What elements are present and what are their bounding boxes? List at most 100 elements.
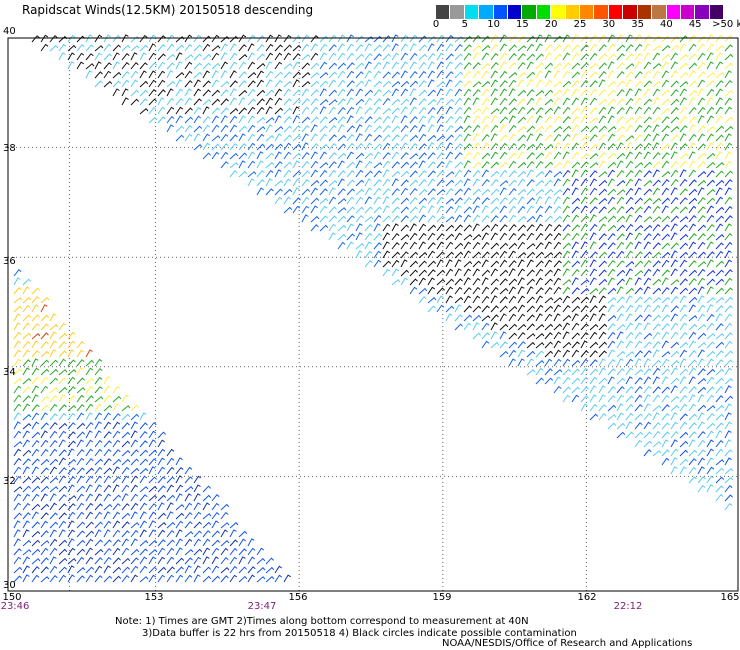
wind-barb: [670, 377, 680, 385]
wind-barb: [499, 331, 507, 340]
wind-barb: [589, 170, 598, 178]
wind-barb: [715, 341, 725, 349]
wind-barb: [22, 430, 30, 439]
wind-barb: [715, 377, 725, 385]
wind-barb: [220, 133, 229, 142]
wind-barb: [625, 142, 633, 151]
wind-barb: [706, 241, 714, 250]
wind-barb: [679, 287, 689, 295]
wind-barb: [499, 70, 508, 79]
wind-barb: [517, 98, 526, 106]
wind-barb: [580, 367, 589, 376]
wind-barb: [463, 241, 472, 250]
wind-barb: [652, 430, 661, 439]
wind-barb: [40, 350, 50, 358]
wind-barb: [652, 88, 660, 97]
wind-barb: [121, 466, 130, 475]
wind-barb: [76, 530, 85, 538]
wind-barb: [49, 538, 58, 547]
wind-barb: [697, 106, 706, 115]
wind-barb: [121, 97, 129, 106]
wind-barb: [481, 161, 490, 169]
wind-barb: [193, 548, 203, 556]
wind-barb: [130, 61, 139, 70]
wind-barb: [220, 52, 228, 61]
wind-barb: [364, 124, 372, 133]
wind-barb: [670, 178, 679, 187]
wind-barb: [715, 439, 724, 448]
wind-barb: [490, 133, 498, 142]
wind-barb: [670, 169, 679, 178]
wind-barb: [436, 142, 444, 151]
wind-barb: [553, 340, 561, 349]
wind-barb: [661, 296, 671, 304]
wind-barb: [616, 205, 625, 214]
wind-barb: [211, 575, 221, 583]
wind-barb: [67, 557, 77, 565]
wind-barb: [697, 449, 706, 457]
wind-barb: [517, 79, 525, 88]
wind-barb: [679, 188, 688, 196]
wind-barb: [94, 503, 103, 511]
wind-barb: [85, 34, 93, 43]
wind-barb: [616, 296, 625, 304]
wind-barb: [571, 377, 581, 385]
wind-barb: [400, 70, 408, 79]
wind-barb: [418, 277, 426, 286]
wind-barb: [40, 296, 50, 304]
wind-barb: [481, 188, 491, 196]
wind-barb: [130, 458, 139, 466]
wind-barb: [490, 115, 498, 124]
wind-barb: [625, 106, 633, 115]
wind-barb: [715, 88, 723, 97]
wind-barb: [517, 134, 526, 142]
wind-barb: [436, 295, 444, 304]
wind-barb: [508, 214, 517, 223]
wind-barb: [283, 134, 293, 142]
wind-barb: [94, 52, 102, 61]
wind-barb: [202, 502, 210, 511]
wind-barb: [418, 251, 428, 259]
wind-barb: [670, 215, 679, 223]
wind-barb: [661, 323, 670, 331]
wind-barb: [436, 188, 446, 196]
wind-barb: [112, 539, 121, 547]
wind-barb: [139, 107, 149, 115]
wind-barb: [481, 315, 491, 322]
wind-barb: [652, 169, 660, 178]
wind-barb: [643, 205, 652, 214]
wind-barb: [274, 34, 282, 43]
wind-barb: [346, 188, 355, 196]
wind-barb: [13, 556, 22, 565]
wind-barb: [22, 512, 31, 520]
wind-barb: [472, 169, 481, 178]
wind-barb: [616, 215, 626, 223]
wind-barb: [274, 574, 283, 583]
wind-barb: [670, 279, 680, 286]
wind-barb: [58, 566, 68, 574]
wind-barb: [85, 430, 93, 439]
wind-barb: [436, 215, 446, 223]
wind-barb: [697, 79, 705, 88]
wind-barb: [31, 323, 40, 331]
wind-barb: [49, 565, 58, 574]
wind-barb: [58, 341, 67, 349]
wind-barb: [625, 431, 634, 439]
wind-barb: [661, 178, 670, 187]
wind-barb: [436, 278, 446, 286]
wind-barb: [418, 53, 428, 61]
wind-barb: [382, 142, 391, 151]
wind-barb: [508, 98, 517, 106]
wind-barb: [679, 349, 688, 358]
wind-barb: [706, 430, 715, 439]
wind-barb: [292, 71, 301, 79]
wind-barb: [76, 467, 85, 475]
wind-barb: [184, 124, 193, 133]
wind-barb: [670, 206, 679, 214]
wind-barb: [508, 205, 517, 214]
wind-barb: [400, 133, 409, 142]
wind-barb: [301, 133, 309, 142]
wind-barb: [589, 134, 598, 142]
wind-barb: [526, 43, 535, 52]
